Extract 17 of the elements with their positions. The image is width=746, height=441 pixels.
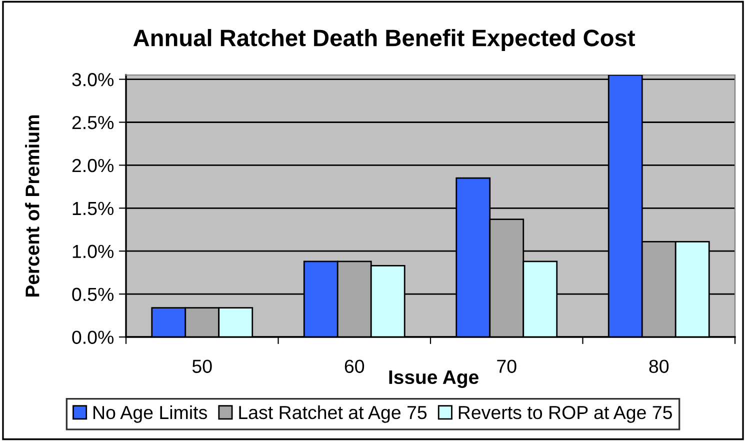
y-tick-label: 2.5%	[72, 116, 114, 130]
y-axis-title: Percent of Premium	[25, 115, 40, 297]
legend-label: Reverts to ROP at Age 75	[458, 406, 672, 423]
x-tick-label: 50	[192, 360, 212, 373]
legend-label: Last Ratchet at Age 75	[239, 405, 427, 423]
y-tick-label: 0.5%	[72, 288, 114, 302]
y-tick-label: 0.0%	[72, 330, 114, 344]
x-tick-label: 70	[497, 360, 516, 373]
y-tick-label: 2.0%	[72, 158, 114, 172]
x-axis-title: Issue Age	[389, 370, 478, 388]
y-tick-label: 3.0%	[72, 72, 114, 86]
y-tick-label: 1.0%	[72, 244, 114, 258]
legend-label: No Age Limits	[94, 405, 207, 423]
x-tick-label: 80	[649, 360, 669, 373]
y-tick-label: 1.5%	[72, 202, 114, 216]
chart-title: Annual Ratchet Death Benefit Expected Cost	[133, 28, 635, 52]
x-tick-label: 60	[344, 360, 364, 373]
